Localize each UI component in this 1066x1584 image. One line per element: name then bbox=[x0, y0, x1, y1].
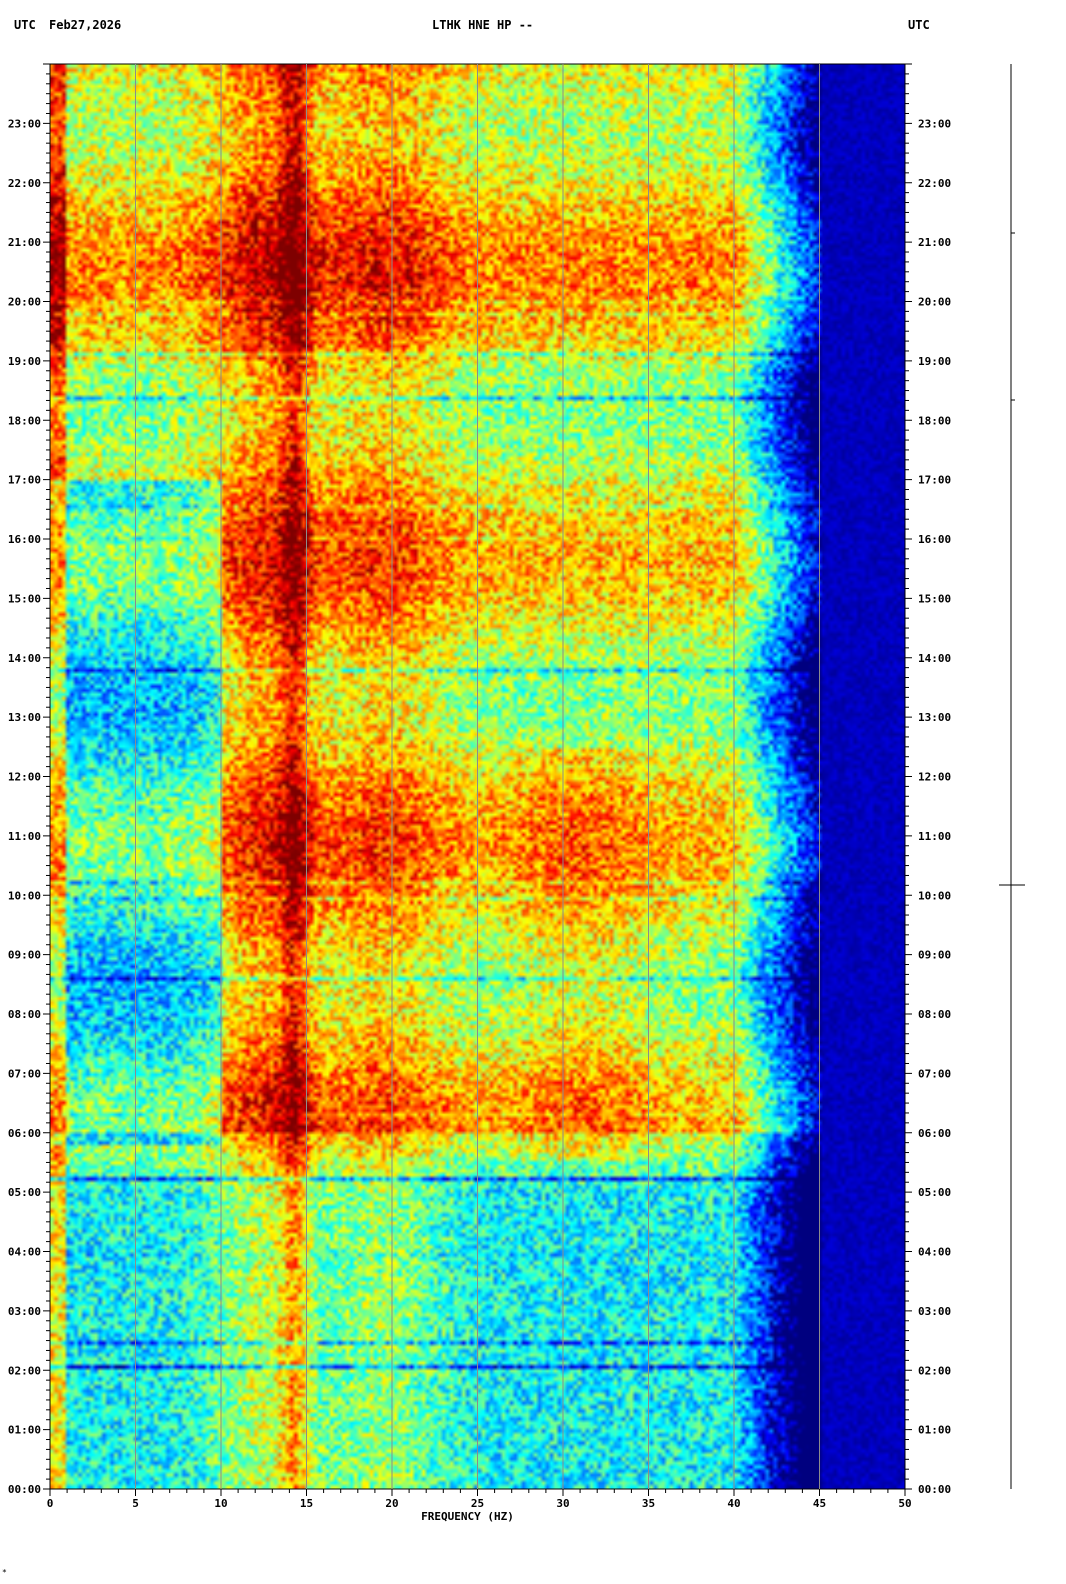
y-tick-label-left: 00:00 bbox=[8, 1483, 41, 1496]
y-tick-label-right: 08:00 bbox=[918, 1008, 951, 1021]
y-tick-label-right: 04:00 bbox=[918, 1246, 951, 1259]
y-tick-label-right: 19:00 bbox=[918, 355, 951, 368]
y-tick-label-left: 12:00 bbox=[8, 771, 41, 784]
x-axis-label: FREQUENCY (HZ) bbox=[421, 1510, 514, 1523]
y-tick-label-right: 21:00 bbox=[918, 236, 951, 249]
y-tick-label-left: 21:00 bbox=[8, 236, 41, 249]
y-tick-label-right: 23:00 bbox=[918, 117, 951, 130]
y-tick-label-right: 02:00 bbox=[918, 1364, 951, 1377]
y-tick-label-right: 16:00 bbox=[918, 533, 951, 546]
y-tick-label-right: 12:00 bbox=[918, 771, 951, 784]
x-tick-label-45: 45 bbox=[813, 1497, 826, 1510]
y-tick-label-right: 13:00 bbox=[918, 711, 951, 724]
y-tick-label-right: 22:00 bbox=[918, 177, 951, 190]
date-label: Feb27,2026 bbox=[49, 18, 122, 32]
y-tick-label-right: 00:00 bbox=[918, 1483, 951, 1496]
y-tick-label-left: 15:00 bbox=[8, 592, 41, 605]
frequency-gridlines bbox=[135, 64, 820, 1489]
y-tick-label-left: 13:00 bbox=[8, 711, 41, 724]
y-tick-label-right: 07:00 bbox=[918, 1067, 951, 1080]
y-tick-label-right: 01:00 bbox=[918, 1424, 951, 1437]
x-tick-label-30: 30 bbox=[556, 1497, 569, 1510]
y-tick-label-left: 06:00 bbox=[8, 1127, 41, 1140]
y-tick-label-right: 11:00 bbox=[918, 830, 951, 843]
corner-mark: * bbox=[2, 1568, 7, 1577]
y-tick-label-left: 16:00 bbox=[8, 533, 41, 546]
y-tick-label-right: 14:00 bbox=[918, 652, 951, 665]
x-tick-label-0: 0 bbox=[47, 1497, 54, 1510]
y-tick-label-left: 07:00 bbox=[8, 1067, 41, 1080]
y-tick-label-right: 20:00 bbox=[918, 296, 951, 309]
axes: 0 5 10 15 20 25 30 35 40 45 50 00:00 00:00 01:00 01:00… bbox=[8, 63, 951, 1510]
y-tick-label-right: 10:00 bbox=[918, 889, 951, 902]
x-tick-label-50: 50 bbox=[898, 1497, 911, 1510]
y-tick-label-left: 22:00 bbox=[8, 177, 41, 190]
y-tick-label-right: 03:00 bbox=[918, 1305, 951, 1318]
y-tick-label-left: 08:00 bbox=[8, 1008, 41, 1021]
y-tick-label-left: 02:00 bbox=[8, 1364, 41, 1377]
y-tick-label-left: 20:00 bbox=[8, 296, 41, 309]
y-tick-label-left: 03:00 bbox=[8, 1305, 41, 1318]
y-tick-label-right: 09:00 bbox=[918, 949, 951, 962]
y-tick-label-left: 10:00 bbox=[8, 889, 41, 902]
x-tick-label-5: 5 bbox=[132, 1497, 139, 1510]
utc-label-right: UTC bbox=[908, 18, 930, 32]
x-tick-label-35: 35 bbox=[642, 1497, 655, 1510]
y-tick-label-left: 18:00 bbox=[8, 414, 41, 427]
y-tick-label-left: 05:00 bbox=[8, 1186, 41, 1199]
side-marker-bar bbox=[999, 64, 1025, 1489]
y-tick-label-right: 17:00 bbox=[918, 474, 951, 487]
y-tick-label-left: 14:00 bbox=[8, 652, 41, 665]
chart-title: LTHK HNE HP -- bbox=[432, 18, 534, 32]
utc-label-left: UTC bbox=[14, 18, 36, 32]
y-tick-label-left: 23:00 bbox=[8, 117, 41, 130]
y-tick-label-right: 06:00 bbox=[918, 1127, 951, 1140]
y-tick-label-right: 15:00 bbox=[918, 592, 951, 605]
y-tick-label-left: 04:00 bbox=[8, 1246, 41, 1259]
y-tick-label-left: 19:00 bbox=[8, 355, 41, 368]
y-tick-label-left: 17:00 bbox=[8, 474, 41, 487]
x-tick-label-20: 20 bbox=[385, 1497, 398, 1510]
x-tick-label-40: 40 bbox=[727, 1497, 740, 1510]
y-tick-label-right: 05:00 bbox=[918, 1186, 951, 1199]
y-tick-label-left: 01:00 bbox=[8, 1424, 41, 1437]
y-tick-label-left: 11:00 bbox=[8, 830, 41, 843]
x-tick-label-10: 10 bbox=[214, 1497, 227, 1510]
x-tick-label-25: 25 bbox=[471, 1497, 484, 1510]
y-tick-label-right: 18:00 bbox=[918, 414, 951, 427]
y-tick-label-left: 09:00 bbox=[8, 949, 41, 962]
x-tick-label-15: 15 bbox=[300, 1497, 313, 1510]
